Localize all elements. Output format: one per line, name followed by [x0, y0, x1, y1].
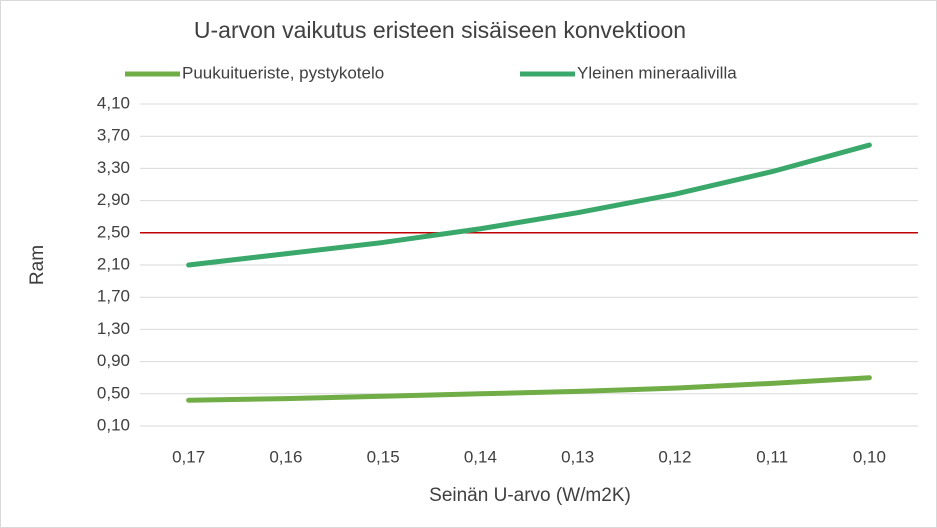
series-line — [186, 142, 872, 268]
y-tick-label: 0,90 — [97, 351, 130, 370]
y-tick-label: 3,70 — [97, 126, 130, 145]
chart-title: U-arvon vaikutus eristeen sisäiseen konv… — [194, 17, 686, 43]
x-tick-label: 0,11 — [756, 447, 788, 466]
y-tick-label: 4,10 — [97, 93, 130, 112]
y-tick-label: 0,10 — [97, 415, 130, 434]
x-tick-label: 0,12 — [658, 447, 691, 466]
x-tick-label: 0,14 — [464, 447, 497, 466]
y-tick-label: 2,90 — [97, 190, 130, 209]
x-axis-label: Seinän U-arvo (W/m2K) — [429, 485, 631, 506]
x-tick-label: 0,15 — [367, 447, 400, 466]
y-tick-label: 2,10 — [97, 254, 130, 273]
legend-label: Puukuitueriste, pystykotelo — [182, 63, 384, 82]
y-tick-label: 0,50 — [97, 383, 130, 402]
series-line — [186, 375, 872, 403]
x-tick-label: 0,10 — [853, 447, 886, 466]
y-tick-label: 1,70 — [97, 287, 130, 306]
legend-label: Yleinen mineraalivilla — [577, 63, 737, 82]
y-tick-label: 3,30 — [97, 158, 130, 177]
y-tick-label: 1,30 — [97, 319, 130, 338]
y-tick-label: 2,50 — [97, 222, 130, 241]
x-tick-label: 0,16 — [269, 447, 302, 466]
y-axis-label: Ram — [27, 245, 48, 285]
x-tick-label: 0,13 — [561, 447, 594, 466]
x-tick-label: 0,17 — [172, 447, 205, 466]
